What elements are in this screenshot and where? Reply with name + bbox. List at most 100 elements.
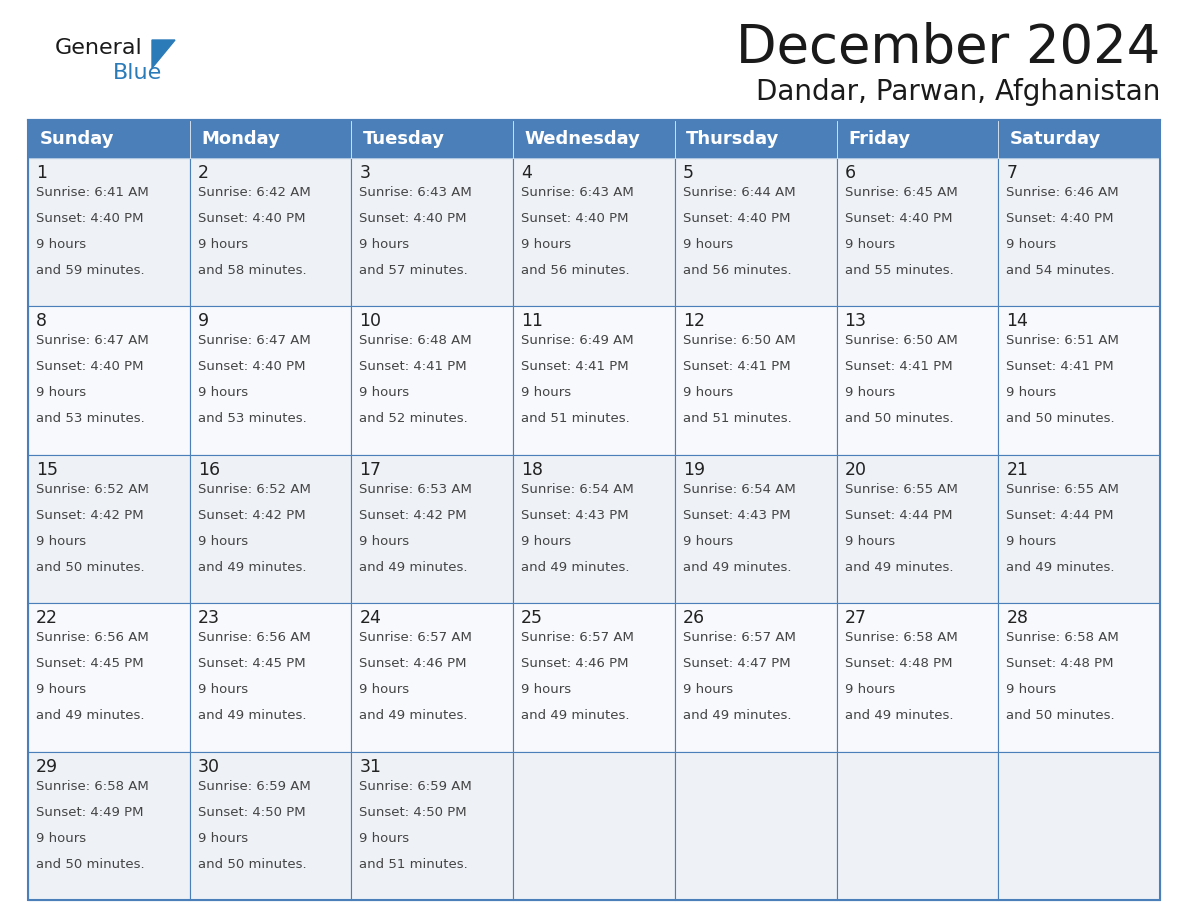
- Bar: [190, 603, 352, 752]
- Text: Sunrise: 6:47 AM: Sunrise: 6:47 AM: [197, 334, 310, 347]
- Text: 25: 25: [522, 610, 543, 627]
- Text: and 50 minutes.: and 50 minutes.: [36, 561, 145, 574]
- Text: Sunset: 4:40 PM: Sunset: 4:40 PM: [683, 212, 790, 225]
- Bar: [998, 120, 1159, 158]
- Bar: [998, 603, 1159, 752]
- Text: and 50 minutes.: and 50 minutes.: [36, 857, 145, 870]
- Text: Tuesday: Tuesday: [362, 130, 444, 148]
- Text: 31: 31: [360, 757, 381, 776]
- Text: Sunset: 4:40 PM: Sunset: 4:40 PM: [197, 212, 305, 225]
- Text: 16: 16: [197, 461, 220, 479]
- Bar: [29, 120, 1159, 900]
- Text: 2: 2: [197, 164, 209, 182]
- Text: Sunset: 4:46 PM: Sunset: 4:46 PM: [522, 657, 628, 670]
- Text: 9 hours: 9 hours: [36, 535, 86, 548]
- Bar: [29, 158, 190, 307]
- Text: Sunset: 4:41 PM: Sunset: 4:41 PM: [845, 361, 953, 374]
- Text: 18: 18: [522, 461, 543, 479]
- Text: and 49 minutes.: and 49 minutes.: [522, 709, 630, 722]
- Text: Sunset: 4:48 PM: Sunset: 4:48 PM: [1006, 657, 1114, 670]
- Text: and 50 minutes.: and 50 minutes.: [1006, 412, 1114, 425]
- Text: Sunset: 4:47 PM: Sunset: 4:47 PM: [683, 657, 790, 670]
- Text: Sunset: 4:43 PM: Sunset: 4:43 PM: [522, 509, 628, 521]
- Text: and 54 minutes.: and 54 minutes.: [1006, 263, 1114, 277]
- Text: 12: 12: [683, 312, 704, 330]
- Text: 29: 29: [36, 757, 58, 776]
- Text: and 49 minutes.: and 49 minutes.: [683, 709, 791, 722]
- Text: Sunrise: 6:48 AM: Sunrise: 6:48 AM: [360, 334, 472, 347]
- Bar: [836, 603, 998, 752]
- Text: and 49 minutes.: and 49 minutes.: [197, 561, 307, 574]
- Text: Friday: Friday: [848, 130, 910, 148]
- Text: Sunset: 4:41 PM: Sunset: 4:41 PM: [683, 361, 790, 374]
- Text: Sunrise: 6:57 AM: Sunrise: 6:57 AM: [360, 632, 473, 644]
- Text: Thursday: Thursday: [687, 130, 779, 148]
- Bar: [675, 120, 836, 158]
- Bar: [836, 307, 998, 454]
- Text: 9 hours: 9 hours: [360, 535, 410, 548]
- Text: Monday: Monday: [201, 130, 280, 148]
- Text: 9 hours: 9 hours: [360, 832, 410, 845]
- Text: 9 hours: 9 hours: [1006, 386, 1056, 399]
- Text: and 49 minutes.: and 49 minutes.: [845, 561, 953, 574]
- Text: and 49 minutes.: and 49 minutes.: [197, 709, 307, 722]
- Text: and 52 minutes.: and 52 minutes.: [360, 412, 468, 425]
- Text: 27: 27: [845, 610, 866, 627]
- Text: Sunrise: 6:45 AM: Sunrise: 6:45 AM: [845, 186, 958, 199]
- Text: Sunrise: 6:43 AM: Sunrise: 6:43 AM: [522, 186, 634, 199]
- Text: and 56 minutes.: and 56 minutes.: [522, 263, 630, 277]
- Text: 9 hours: 9 hours: [683, 535, 733, 548]
- Text: and 51 minutes.: and 51 minutes.: [360, 857, 468, 870]
- Text: Sunset: 4:49 PM: Sunset: 4:49 PM: [36, 806, 144, 819]
- Text: 3: 3: [360, 164, 371, 182]
- Text: 9 hours: 9 hours: [36, 683, 86, 696]
- Bar: [29, 307, 190, 454]
- Bar: [513, 307, 675, 454]
- Text: Sunset: 4:48 PM: Sunset: 4:48 PM: [845, 657, 952, 670]
- Text: 8: 8: [36, 312, 48, 330]
- Text: 9 hours: 9 hours: [197, 535, 248, 548]
- Bar: [675, 603, 836, 752]
- Text: 20: 20: [845, 461, 866, 479]
- Text: 6: 6: [845, 164, 855, 182]
- Bar: [998, 752, 1159, 900]
- Text: Sunset: 4:42 PM: Sunset: 4:42 PM: [197, 509, 305, 521]
- Text: Sunrise: 6:54 AM: Sunrise: 6:54 AM: [683, 483, 796, 496]
- Text: December 2024: December 2024: [735, 22, 1159, 74]
- Bar: [352, 307, 513, 454]
- Text: Sunrise: 6:56 AM: Sunrise: 6:56 AM: [36, 632, 148, 644]
- Text: 9 hours: 9 hours: [197, 386, 248, 399]
- Text: 9 hours: 9 hours: [845, 683, 895, 696]
- Text: and 50 minutes.: and 50 minutes.: [845, 412, 953, 425]
- Text: and 51 minutes.: and 51 minutes.: [683, 412, 791, 425]
- Text: Sunrise: 6:56 AM: Sunrise: 6:56 AM: [197, 632, 310, 644]
- Text: Sunset: 4:40 PM: Sunset: 4:40 PM: [522, 212, 628, 225]
- Bar: [190, 752, 352, 900]
- Text: 28: 28: [1006, 610, 1029, 627]
- Text: Sunset: 4:40 PM: Sunset: 4:40 PM: [845, 212, 952, 225]
- Text: 4: 4: [522, 164, 532, 182]
- Text: 26: 26: [683, 610, 704, 627]
- Text: Sunrise: 6:52 AM: Sunrise: 6:52 AM: [36, 483, 148, 496]
- Text: 9 hours: 9 hours: [360, 238, 410, 251]
- Text: 19: 19: [683, 461, 704, 479]
- Text: Sunset: 4:41 PM: Sunset: 4:41 PM: [1006, 361, 1114, 374]
- Text: 9 hours: 9 hours: [845, 386, 895, 399]
- Text: Sunrise: 6:47 AM: Sunrise: 6:47 AM: [36, 334, 148, 347]
- Text: Sunrise: 6:58 AM: Sunrise: 6:58 AM: [36, 779, 148, 792]
- Text: Sunrise: 6:46 AM: Sunrise: 6:46 AM: [1006, 186, 1119, 199]
- Text: 30: 30: [197, 757, 220, 776]
- Text: 9 hours: 9 hours: [1006, 683, 1056, 696]
- Text: and 57 minutes.: and 57 minutes.: [360, 263, 468, 277]
- Text: Sunset: 4:45 PM: Sunset: 4:45 PM: [36, 657, 144, 670]
- Text: Sunday: Sunday: [39, 130, 114, 148]
- Text: 9 hours: 9 hours: [522, 386, 571, 399]
- Bar: [836, 120, 998, 158]
- Text: Sunset: 4:42 PM: Sunset: 4:42 PM: [360, 509, 467, 521]
- Text: Sunrise: 6:42 AM: Sunrise: 6:42 AM: [197, 186, 310, 199]
- Text: 15: 15: [36, 461, 58, 479]
- Text: 9 hours: 9 hours: [1006, 535, 1056, 548]
- Bar: [675, 158, 836, 307]
- Bar: [998, 454, 1159, 603]
- Text: 9 hours: 9 hours: [360, 386, 410, 399]
